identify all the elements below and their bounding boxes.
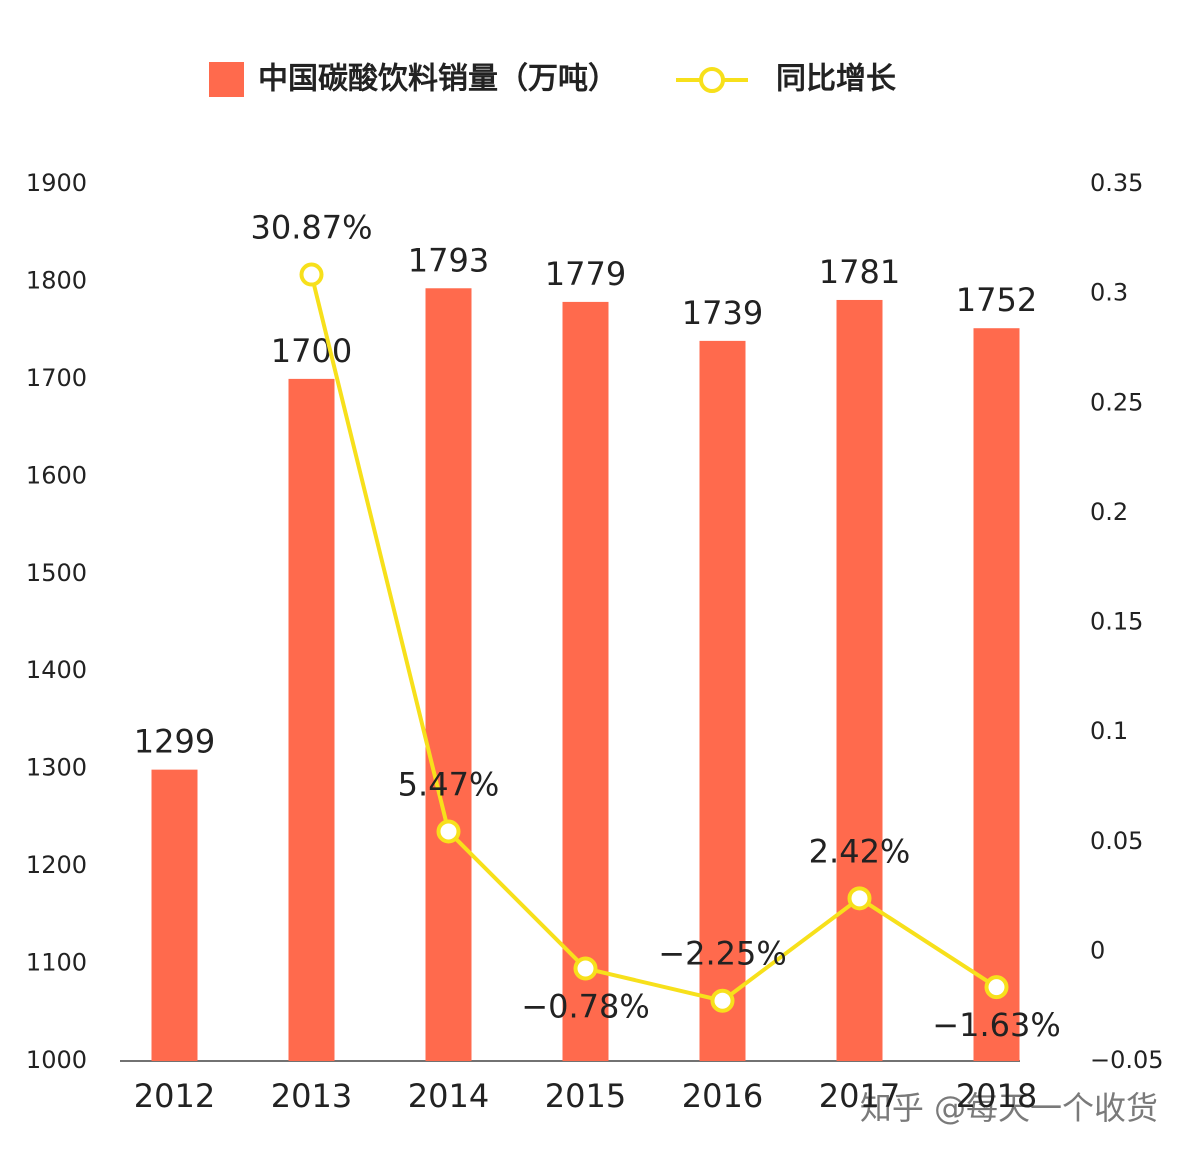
line-marker xyxy=(847,886,872,911)
y2-tick-label: 0 xyxy=(1090,936,1105,964)
legend-marker xyxy=(699,67,725,93)
bar-value-label: 1739 xyxy=(682,294,763,332)
x-tick-label: 2014 xyxy=(408,1077,489,1115)
line-value-label: 2.42% xyxy=(809,832,911,870)
bar-value-label: 1299 xyxy=(134,723,215,761)
line-marker xyxy=(299,262,324,287)
y-tick-label: 1000 xyxy=(26,1046,87,1074)
y-tick-label: 1400 xyxy=(26,656,87,684)
watermark: 知乎 @每天一个收货 xyxy=(860,1089,1158,1127)
y-tick-label: 1600 xyxy=(26,461,87,489)
y2-tick-label: 0.35 xyxy=(1090,169,1143,197)
bar xyxy=(562,301,609,1061)
line-marker xyxy=(573,956,598,981)
x-tick-label: 2018 xyxy=(956,1077,1037,1115)
x-tick-label: 2013 xyxy=(271,1077,352,1115)
growth-line xyxy=(309,274,998,1003)
y2-tick-label: 0.25 xyxy=(1090,388,1143,416)
bar-value-label: 1781 xyxy=(819,253,900,291)
legend-label: 同比增长 xyxy=(776,62,896,97)
y-tick-label: 1300 xyxy=(26,754,87,782)
x-tick-label: 2017 xyxy=(819,1077,900,1115)
y2-tick-label: 0.05 xyxy=(1090,827,1143,855)
legend-label: 中国碳酸饮料销量（万吨） xyxy=(258,62,618,97)
bar xyxy=(699,340,746,1061)
line-value-label: −1.63% xyxy=(932,1006,1060,1044)
y-tick-label: 1500 xyxy=(26,559,87,587)
x-tick-label: 2016 xyxy=(682,1077,763,1115)
bar-value-label: 1700 xyxy=(271,332,352,370)
bar xyxy=(151,769,198,1061)
bar xyxy=(425,288,472,1061)
y-tick-label: 1900 xyxy=(26,169,87,197)
bar xyxy=(973,328,1020,1061)
bar-value-label: 1752 xyxy=(956,281,1037,319)
line-value-label: −0.78% xyxy=(521,987,649,1025)
y2-tick-label: −0.05 xyxy=(1090,1046,1164,1074)
bar xyxy=(836,299,883,1062)
line-value-label: −2.25% xyxy=(658,935,786,973)
y2-tick-label: 0.2 xyxy=(1090,498,1128,526)
bar-value-label: 1779 xyxy=(545,255,626,293)
y2-tick-label: 0.1 xyxy=(1090,717,1128,745)
line-marker xyxy=(710,988,735,1013)
bar xyxy=(288,378,335,1061)
y2-tick-label: 0.3 xyxy=(1090,279,1128,307)
line-marker xyxy=(436,819,461,844)
x-tick-label: 2012 xyxy=(134,1077,215,1115)
y-tick-label: 1700 xyxy=(26,364,87,392)
line-marker xyxy=(984,975,1009,1000)
y-tick-label: 1800 xyxy=(26,266,87,294)
y-tick-label: 1100 xyxy=(26,949,87,977)
y2-tick-label: 0.15 xyxy=(1090,608,1143,636)
legend-swatch xyxy=(209,62,244,97)
line-value-label: 30.87% xyxy=(250,209,372,247)
line-value-label: 5.47% xyxy=(398,765,500,803)
y-tick-label: 1200 xyxy=(26,851,87,879)
bar-value-label: 1793 xyxy=(408,241,489,279)
x-tick-label: 2015 xyxy=(545,1077,626,1115)
